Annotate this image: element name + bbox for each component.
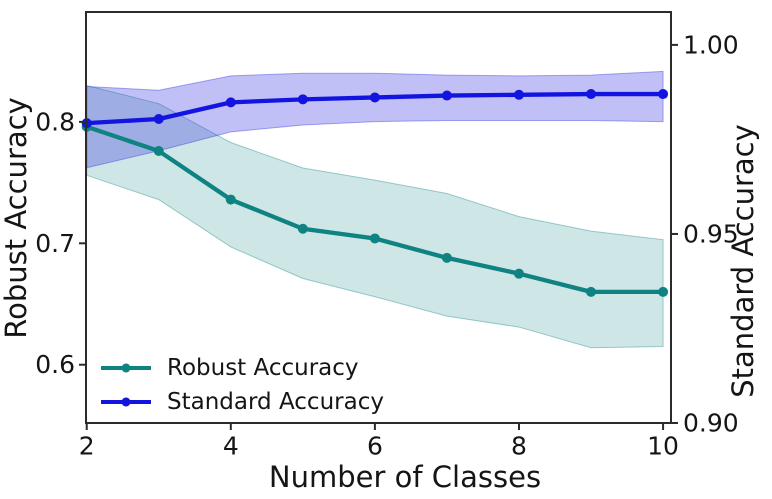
left-y-tick-label: 0.8 [35, 107, 75, 136]
legend-marker-swatch [121, 397, 131, 407]
robust-accuracy-marker [513, 268, 524, 279]
standard-accuracy-marker [153, 114, 164, 125]
robust-accuracy-marker [297, 223, 308, 234]
axis-tick-labels: 2 4 6 8 10 0.6 0.7 0.8 0.90 0.95 1.00 [35, 30, 738, 460]
x-tick-label: 6 [367, 432, 383, 461]
standard-accuracy-marker [513, 89, 524, 100]
legend-item-robust-accuracy: Robust Accuracy [101, 355, 359, 381]
axis-ticks [79, 43, 678, 430]
x-tick-label: 4 [223, 432, 239, 461]
standard-accuracy-marker [658, 89, 669, 100]
plot-frame [85, 11, 672, 424]
right-y-tick-label: 0.95 [683, 219, 739, 248]
robust-accuracy-band [86, 84, 664, 349]
left-y-tick-label: 0.7 [35, 229, 75, 258]
right-y-tick-label: 0.90 [683, 409, 739, 438]
standard-accuracy-marker [225, 97, 236, 108]
legend-item-standard-accuracy: Standard Accuracy [101, 389, 384, 415]
x-tick-label: 2 [79, 432, 95, 461]
x-axis-label: Number of Classes [269, 460, 541, 494]
standard-accuracy-marker [369, 92, 380, 103]
legend-label: Standard Accuracy [167, 389, 384, 415]
confidence-bands [86, 70, 664, 349]
robust-accuracy-marker [369, 233, 380, 244]
standard-accuracy-marker [441, 90, 452, 101]
legend-label: Robust Accuracy [167, 355, 359, 381]
legend-marker-swatch [121, 363, 131, 373]
legend: Robust Accuracy Standard Accuracy [101, 355, 384, 415]
robust-accuracy-marker [658, 286, 669, 297]
standard-accuracy-marker [586, 89, 597, 100]
x-tick-label: 10 [647, 432, 679, 461]
right-y-axis-label: Standard Accuracy [726, 124, 760, 398]
left-y-axis-label: Robust Accuracy [0, 97, 33, 338]
right-y-tick-label: 1.00 [683, 30, 739, 59]
robust-accuracy-marker [441, 252, 452, 263]
robust-accuracy-marker [153, 146, 164, 157]
robust-accuracy-marker [225, 194, 236, 205]
robust-accuracy-marker [586, 286, 597, 297]
x-tick-label: 8 [511, 432, 527, 461]
standard-accuracy-marker [297, 94, 308, 105]
left-y-tick-label: 0.6 [35, 350, 75, 379]
